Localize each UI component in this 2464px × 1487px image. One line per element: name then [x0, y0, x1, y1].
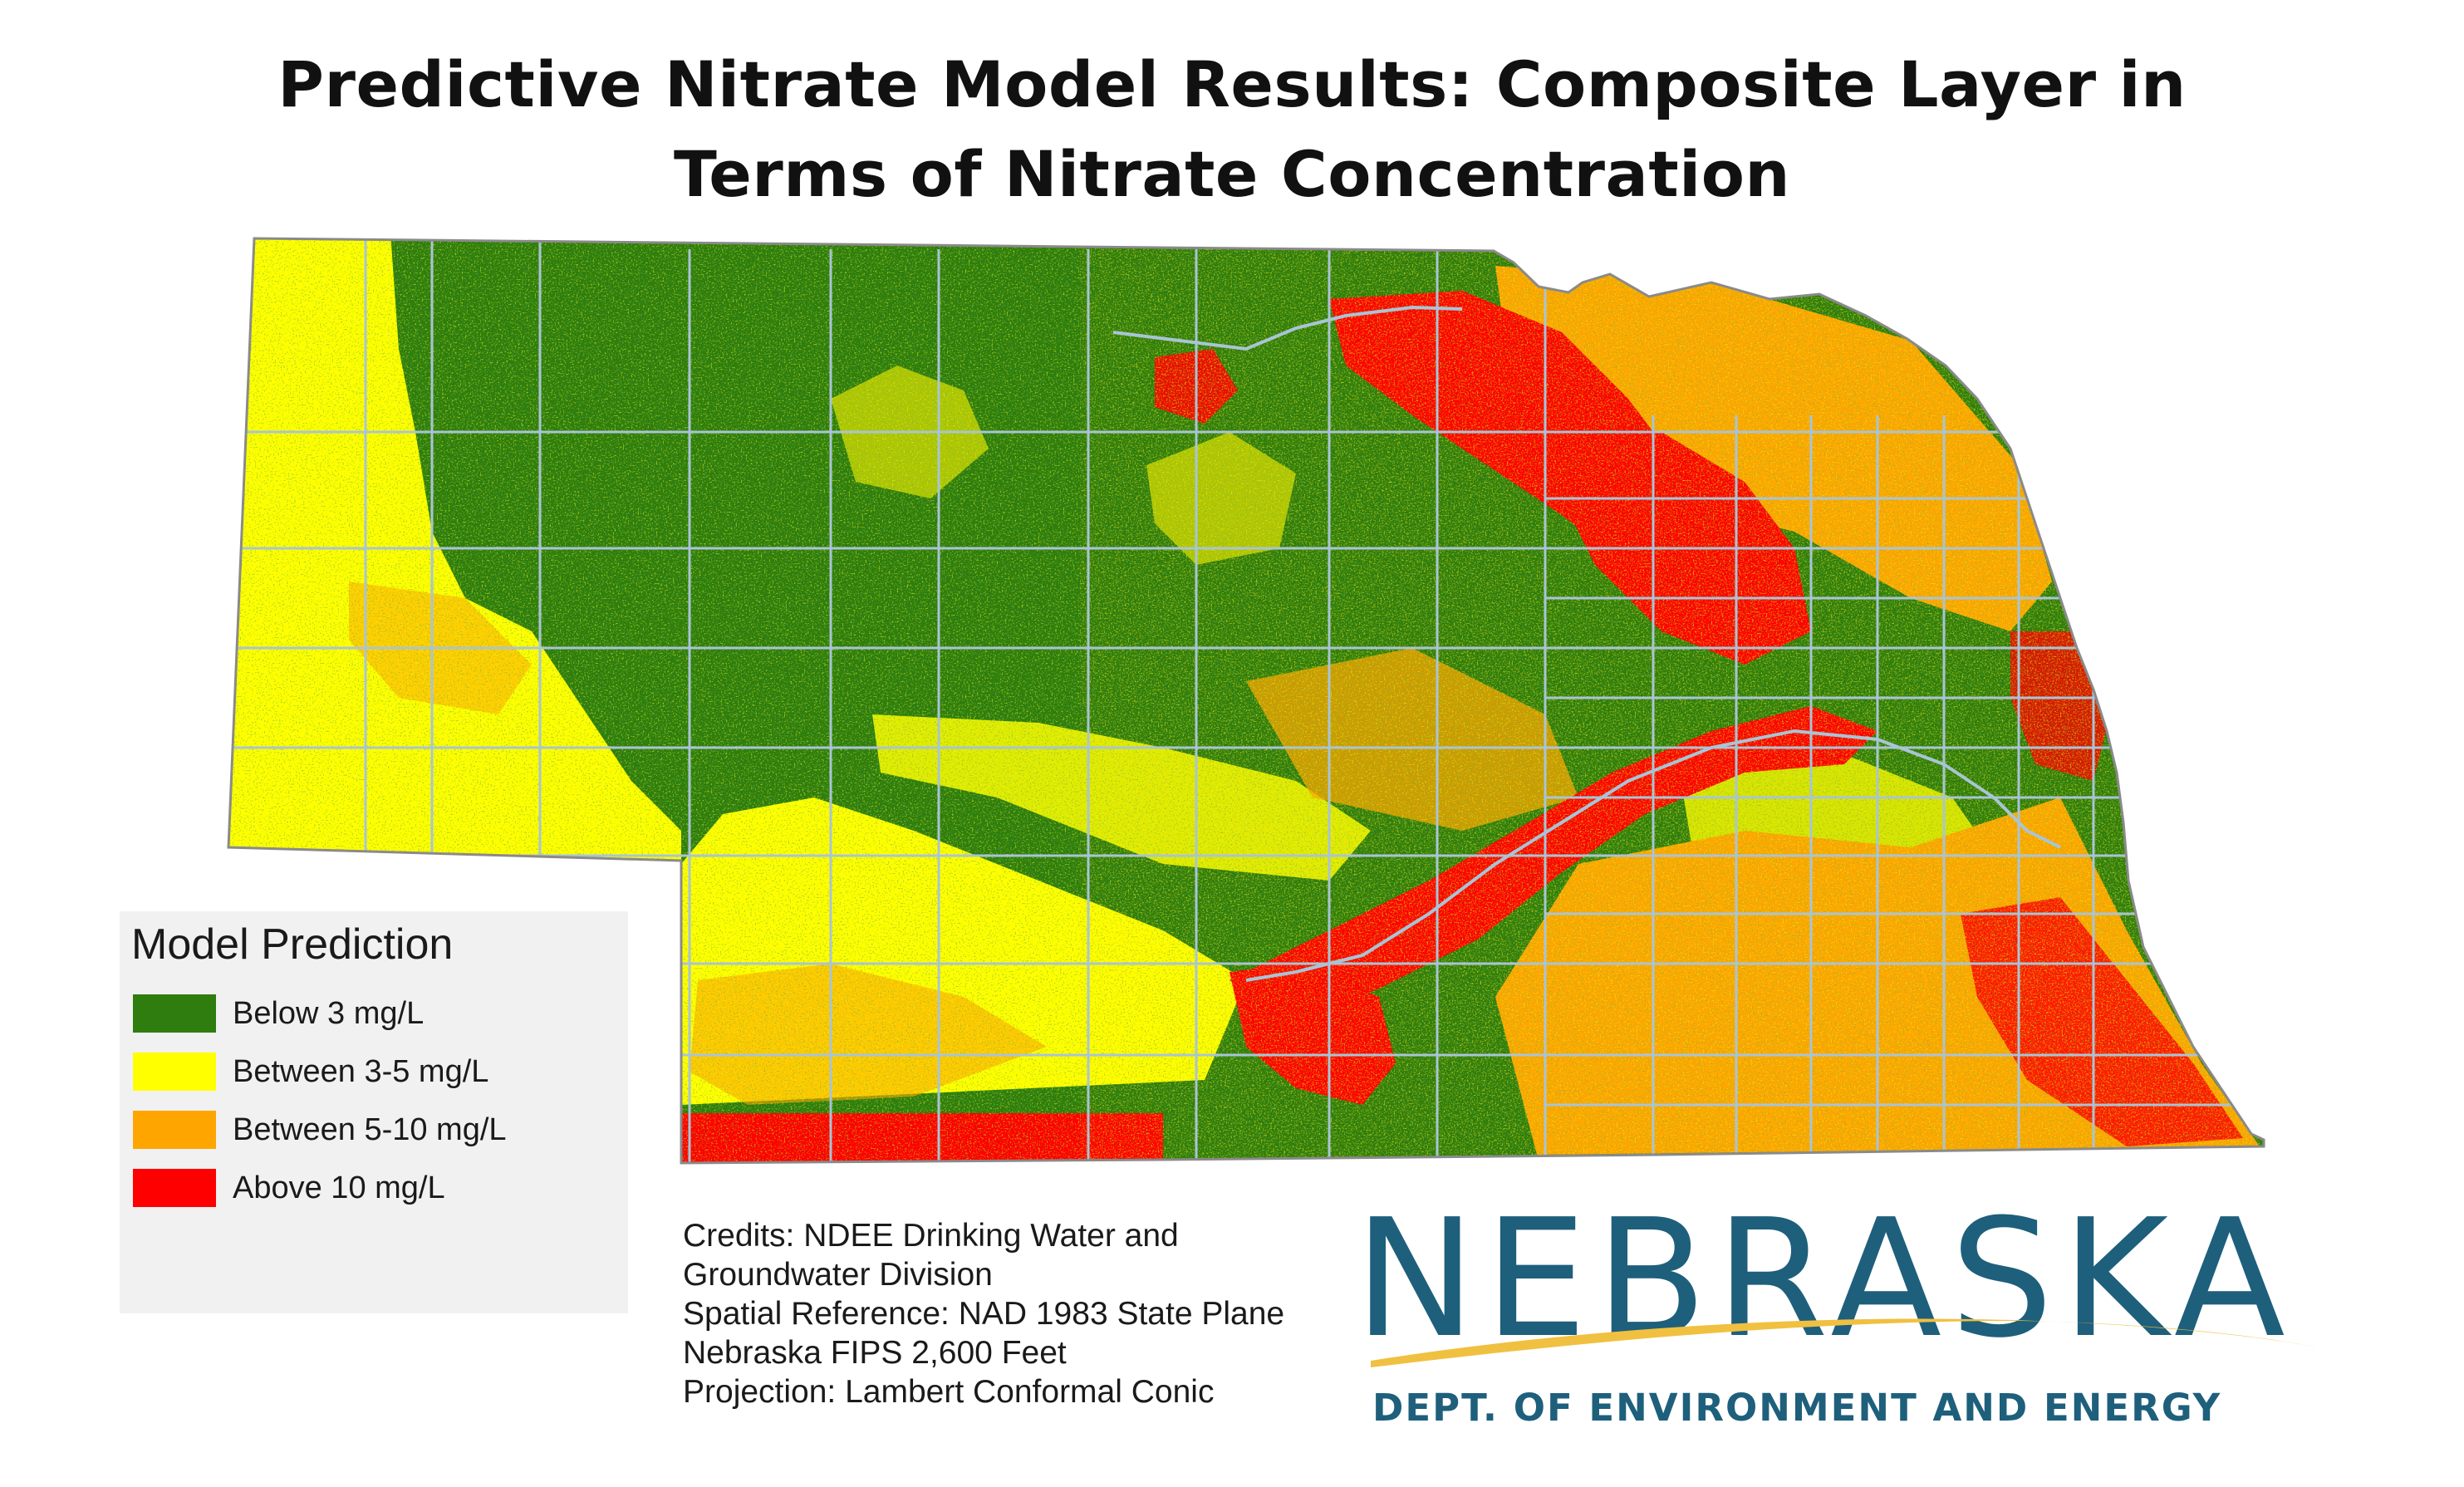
ndee-logo: NEBRASKA DEPT. OF ENVIRONMENT AND ENERGY [1354, 1196, 2334, 1445]
title-line-1: Predictive Nitrate Model Results: Compos… [277, 47, 2187, 121]
legend-title: Model Prediction [131, 920, 454, 969]
legend-swatch-above-10 [133, 1169, 216, 1207]
logo-swoosh-shape [1371, 1318, 2318, 1367]
logo-wordmark: NEBRASKA [1354, 1185, 2294, 1374]
legend-swatch-below-3 [133, 994, 216, 1033]
legend-swatch-5-10 [133, 1111, 216, 1149]
credits-line-1: Credits: NDEE Drinking Water and [683, 1218, 1179, 1254]
title-line-2: Terms of Nitrate Concentration [673, 137, 1791, 211]
credits-line-5: Projection: Lambert Conformal Conic [683, 1374, 1215, 1410]
niobrara-river [1112, 305, 1463, 351]
legend-swatch-3-5 [133, 1053, 216, 1091]
speckle-orange [1080, 238, 2264, 1163]
legend-label-below-3: Below 3 mg/L [233, 996, 425, 1031]
credits-block: Credits: NDEE Drinking Water and Groundw… [683, 1216, 1284, 1411]
credits-line-4: Nebraska FIPS 2,600 Feet [683, 1335, 1067, 1371]
credits-line-2: Groundwater Division [683, 1257, 993, 1293]
legend-label-above-10: Above 10 mg/L [233, 1170, 445, 1205]
logo-swoosh [1371, 1318, 2318, 1367]
legend-label-3-5: Between 3-5 mg/L [233, 1054, 489, 1089]
rivers [1112, 305, 2061, 982]
credits-line-3: Spatial Reference: NAD 1983 State Plane [683, 1296, 1285, 1332]
legend: Model Prediction Below 3 mg/L Between 3-… [120, 911, 628, 1313]
platte-river [1245, 729, 2061, 982]
logo-subtitle: DEPT. OF ENVIRONMENT AND ENERGY [1372, 1386, 2222, 1430]
legend-label-5-10: Between 5-10 mg/L [233, 1112, 507, 1147]
map-title: Predictive Nitrate Model Results: Compos… [0, 40, 2464, 219]
